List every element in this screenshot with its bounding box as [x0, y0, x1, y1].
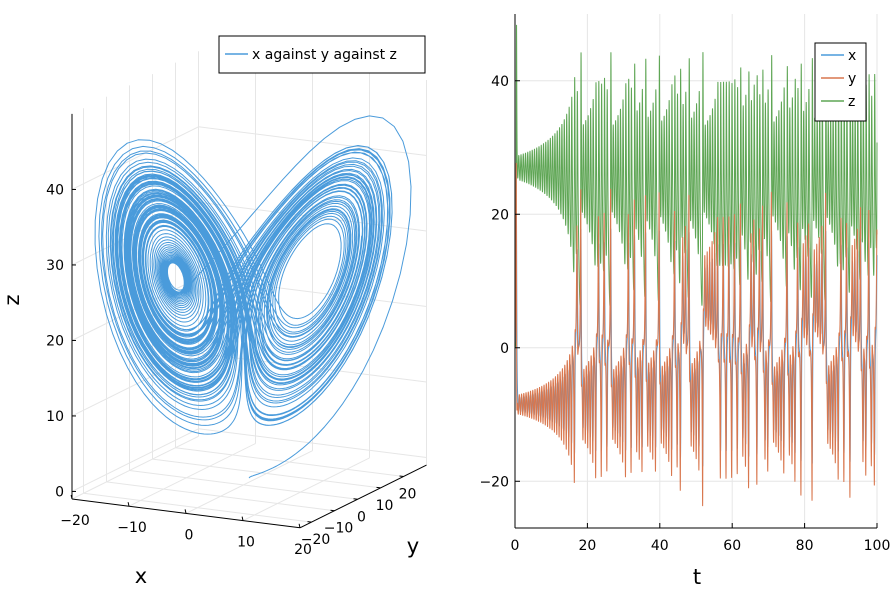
y-tick-label-3d: 10: [376, 498, 394, 514]
x-tick-label-3d: −10: [117, 520, 147, 536]
y-tick-mark-3d: [307, 521, 312, 523]
grid-x-floor: [242, 457, 370, 522]
x-tick-label-3d: 10: [237, 535, 255, 551]
x-tick-label-3d: −20: [60, 513, 90, 529]
plot-3d-trajectory: [94, 115, 412, 479]
y-tick-mark-3d: [399, 475, 404, 477]
plot-timeseries: 0 20 40 60 80 100 −20 0 20 40 t x y z: [479, 14, 890, 589]
y-tick-label-3d: −10: [324, 521, 354, 537]
legend-ts-label-y: y: [848, 71, 856, 87]
grid-x-floor: [185, 450, 313, 514]
grid-z-back: [198, 428, 427, 458]
t-tick-label: 80: [796, 538, 814, 554]
grid-x-floor: [128, 443, 256, 507]
x-tick-mark-3d: [127, 502, 130, 507]
x-tick-label-3d: 20: [294, 542, 312, 558]
grid-y-floor: [106, 481, 335, 512]
grid-y-floor: [83, 492, 312, 523]
x-tick-label-3d: 0: [185, 527, 194, 543]
grid-x-floor: [71, 435, 199, 500]
t-tick-label: 100: [864, 538, 891, 554]
z-tick-label-3d: 0: [55, 484, 64, 500]
t-axis-title: t: [693, 565, 701, 589]
legend-ts-box: [814, 42, 867, 122]
y-tick-mark-3d: [376, 486, 381, 489]
y-tick-mark-3d: [330, 509, 335, 512]
y-axis-title-3d: y: [407, 534, 419, 558]
x-axis-title-3d: x: [135, 564, 147, 588]
z-tick-label-3d: 20: [46, 334, 64, 350]
x-tick-mark-3d: [298, 523, 301, 528]
value-tick-label: 40: [491, 74, 509, 90]
legend-3d-box: [218, 35, 426, 74]
grid-z-side: [71, 428, 199, 492]
y-tick-mark-3d: [353, 498, 358, 500]
t-tick-label: 20: [578, 538, 596, 554]
value-tick-label: 0: [500, 341, 509, 357]
z-tick-label-3d: 30: [46, 258, 64, 274]
z-axis-title-3d: z: [0, 294, 24, 305]
grid-z-back: [198, 126, 427, 156]
timeseries-axes: 0 20 40 60 80 100 −20 0 20 40: [479, 14, 890, 554]
series-z-line: [514, 24, 878, 349]
legend-3d-label: x against y against z: [252, 47, 397, 63]
t-tick-label: 0: [511, 538, 520, 554]
legend-ts-label-x: x: [848, 48, 856, 64]
grid-y-floor: [129, 470, 358, 500]
value-tick-label: −20: [479, 474, 509, 490]
timeseries-lines: [514, 24, 878, 507]
z-tick-label-3d: 10: [46, 409, 64, 425]
legend-3d: x against y against z: [218, 35, 426, 74]
legend-ts-label-z: z: [848, 94, 855, 110]
t-tick-label: 40: [651, 538, 669, 554]
grid-z-side: [71, 126, 199, 190]
y-tick-label-3d: −20: [301, 532, 331, 548]
t-tick-label: 60: [723, 538, 741, 554]
y-axis-line-3d: [299, 464, 427, 529]
series-y-line: [514, 162, 878, 507]
x-tick-mark-3d: [184, 509, 187, 514]
trajectory-line: [94, 115, 412, 479]
z-tick-label-3d: 40: [46, 182, 64, 198]
legend-timeseries: x y z: [814, 42, 867, 122]
y-tick-label-3d: 20: [399, 487, 417, 503]
x-tick-mark-3d: [241, 516, 244, 521]
grid-y-floor: [175, 447, 404, 477]
y-tick-label-3d: 0: [357, 509, 366, 525]
value-tick-label: 20: [491, 207, 509, 223]
grid-y-floor: [152, 458, 381, 489]
x-tick-mark-3d: [70, 494, 73, 500]
